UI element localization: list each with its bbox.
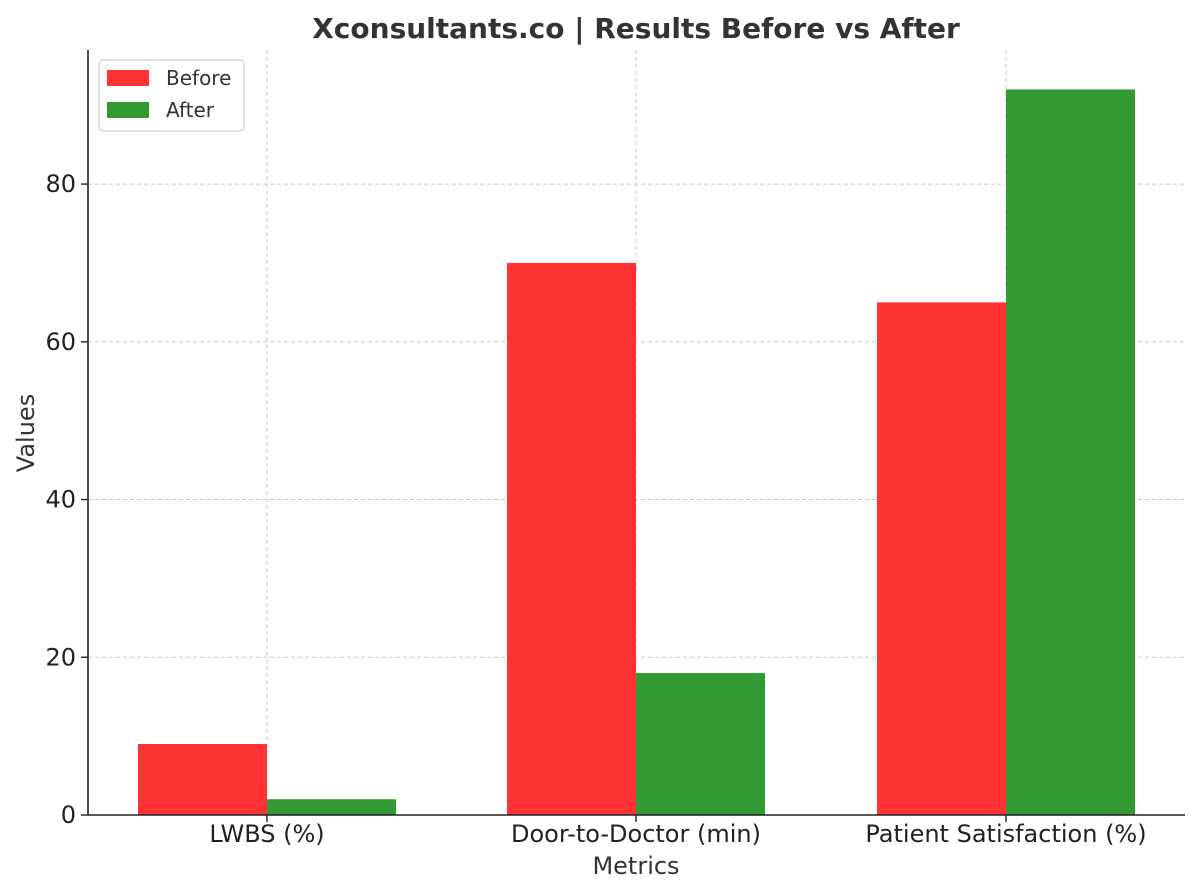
y-ticks-layer: 0 20 40 60 80 — [45, 170, 88, 829]
x-ticks-layer: LWBS (%) Door-to-Doctor (min) Patient Sati… — [209, 815, 1147, 848]
x-tick-label: LWBS (%) — [209, 820, 324, 848]
legend-label-before: Before — [166, 66, 231, 90]
legend-swatch-after — [107, 102, 149, 118]
bar-after-0: After: 2 — [267, 799, 396, 815]
x-tick-label: Patient Satisfaction (%) — [865, 820, 1146, 848]
bar-before-0: Before: 9 — [138, 744, 267, 815]
legend-label-after: After — [166, 98, 215, 122]
chart-title: Xconsultants.co | Results Before vs Afte… — [312, 12, 960, 45]
y-tick-label: 0 — [61, 801, 76, 829]
legend: Before After — [98, 59, 245, 132]
bar-after-2: After: 92 — [1006, 89, 1135, 816]
bars-layer: Before: 9 Before: 70 Before: 65 After: 2 Aft… — [138, 89, 1135, 816]
y-tick-label: 60 — [45, 328, 76, 356]
y-tick-label: 80 — [45, 170, 76, 198]
y-tick-label: 40 — [45, 486, 76, 514]
bar-after-1: After: 18 — [636, 673, 765, 815]
x-tick-label: Door-to-Doctor (min) — [511, 820, 761, 848]
bar-before-2: Before: 65 — [877, 302, 1006, 816]
bar-before-1: Before: 70 — [507, 262, 636, 816]
y-axis-label: Values — [12, 394, 40, 472]
y-tick-label: 20 — [45, 643, 76, 671]
x-axis-label: Metrics — [592, 852, 679, 880]
legend-swatch-before — [107, 70, 149, 86]
